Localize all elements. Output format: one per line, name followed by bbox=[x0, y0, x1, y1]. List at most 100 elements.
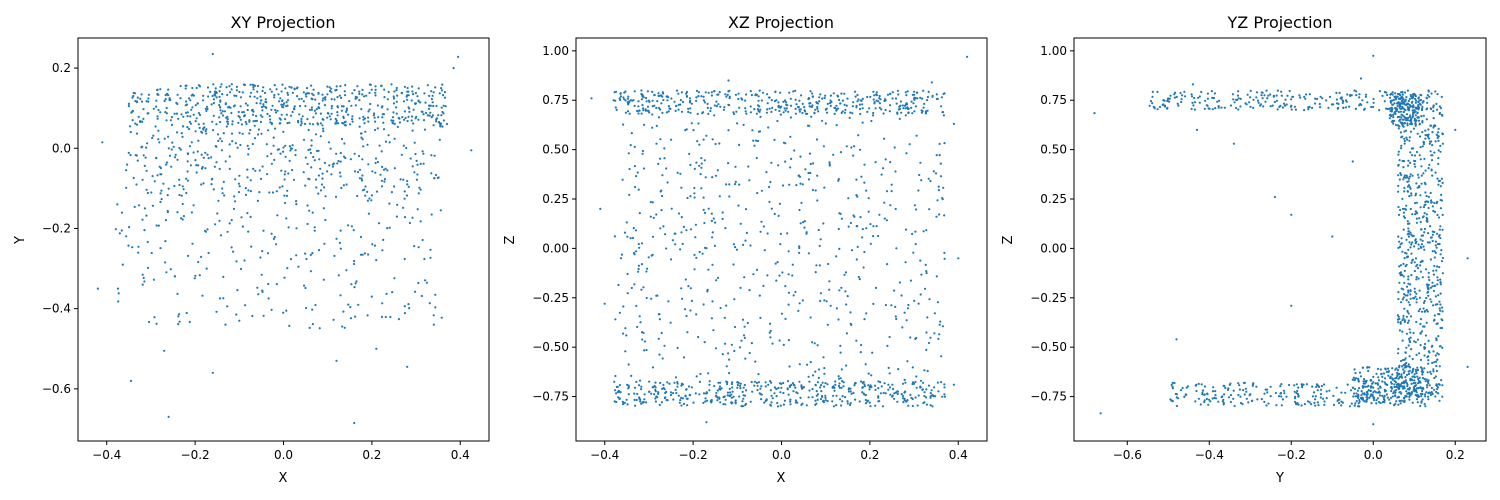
scatter-point bbox=[222, 275, 225, 278]
scatter-point bbox=[169, 268, 172, 271]
scatter-point bbox=[814, 399, 817, 402]
scatter-point bbox=[724, 398, 727, 401]
scatter-point bbox=[726, 391, 730, 394]
scatter-point bbox=[884, 108, 887, 112]
scatter-point bbox=[942, 114, 946, 117]
scatter-point bbox=[641, 149, 645, 153]
scatter-point bbox=[814, 370, 817, 373]
scatter-point bbox=[307, 128, 310, 132]
scatter-point bbox=[347, 303, 350, 306]
scatter-point bbox=[302, 171, 305, 174]
scatter-point bbox=[237, 191, 241, 194]
scatter-point bbox=[273, 84, 276, 87]
scatter-point bbox=[1423, 204, 1426, 207]
scatter-point bbox=[326, 116, 329, 119]
scatter-point bbox=[1364, 380, 1367, 383]
scatter-point bbox=[715, 391, 718, 395]
scatter-point bbox=[241, 225, 244, 228]
scatter-point bbox=[395, 112, 398, 115]
scatter-point bbox=[1361, 396, 1364, 399]
scatter-point bbox=[313, 109, 316, 112]
scatter-point bbox=[680, 91, 684, 94]
scatter-point bbox=[711, 176, 714, 179]
scatter-point bbox=[788, 183, 791, 186]
xy-x-label: X bbox=[279, 471, 288, 486]
scatter-point bbox=[1372, 54, 1375, 57]
scatter-point bbox=[361, 174, 364, 177]
scatter-point bbox=[1401, 207, 1405, 210]
scatter-point bbox=[403, 110, 406, 113]
scatter-point bbox=[1400, 385, 1403, 388]
scatter-point bbox=[1437, 392, 1440, 395]
scatter-point bbox=[831, 400, 834, 403]
scatter-point bbox=[798, 208, 801, 212]
scatter-point bbox=[1405, 136, 1408, 139]
scatter-point bbox=[178, 320, 181, 323]
scatter-point bbox=[260, 99, 263, 102]
scatter-point bbox=[356, 85, 359, 88]
scatter-point bbox=[1312, 391, 1316, 394]
scatter-point bbox=[1400, 173, 1403, 176]
scatter-point bbox=[1386, 93, 1389, 97]
scatter-point bbox=[883, 137, 886, 140]
scatter-point bbox=[347, 113, 350, 116]
scatter-point bbox=[1363, 378, 1366, 381]
scatter-point bbox=[1203, 107, 1206, 110]
scatter-point bbox=[322, 127, 325, 130]
scatter-point bbox=[1415, 182, 1418, 185]
scatter-point bbox=[256, 97, 259, 100]
scatter-point bbox=[677, 212, 681, 215]
scatter-point bbox=[704, 246, 707, 249]
scatter-point bbox=[906, 399, 909, 402]
scatter-point bbox=[828, 280, 831, 283]
scatter-point bbox=[789, 116, 793, 119]
scatter-point bbox=[714, 174, 718, 177]
scatter-point bbox=[863, 383, 866, 386]
scatter-point bbox=[936, 381, 940, 384]
scatter-point bbox=[1418, 352, 1421, 355]
scatter-point bbox=[910, 106, 913, 109]
scatter-point bbox=[244, 187, 247, 190]
scatter-point bbox=[819, 93, 822, 96]
scatter-point bbox=[680, 110, 684, 113]
scatter-point bbox=[182, 125, 185, 128]
scatter-point bbox=[1316, 389, 1319, 392]
scatter-point bbox=[678, 401, 681, 404]
scatter-point bbox=[238, 90, 241, 93]
scatter-point bbox=[266, 155, 269, 158]
scatter-point bbox=[353, 286, 356, 289]
scatter-point bbox=[1365, 396, 1368, 399]
xz-x-label: X bbox=[777, 471, 786, 486]
scatter-point bbox=[167, 88, 170, 91]
scatter-point bbox=[144, 156, 147, 159]
scatter-point bbox=[268, 191, 271, 194]
scatter-point bbox=[1436, 136, 1439, 140]
scatter-point bbox=[1233, 101, 1236, 104]
scatter-point bbox=[828, 161, 831, 164]
scatter-point bbox=[620, 253, 624, 256]
scatter-point bbox=[1439, 225, 1442, 228]
scatter-point bbox=[1401, 101, 1404, 105]
scatter-point bbox=[814, 271, 817, 274]
scatter-point bbox=[212, 114, 215, 117]
scatter-point bbox=[308, 326, 311, 329]
scatter-point bbox=[1410, 122, 1413, 125]
scatter-point bbox=[872, 235, 875, 238]
scatter-point bbox=[726, 381, 729, 384]
scatter-point bbox=[893, 392, 896, 395]
scatter-point bbox=[1361, 366, 1364, 369]
scatter-point bbox=[732, 395, 735, 398]
scatter-point bbox=[231, 120, 234, 123]
scatter-point bbox=[278, 117, 281, 120]
scatter-point bbox=[352, 229, 355, 232]
scatter-point bbox=[657, 162, 660, 165]
scatter-point bbox=[1151, 95, 1154, 98]
scatter-point bbox=[1360, 394, 1363, 397]
scatter-point bbox=[1288, 383, 1291, 387]
scatter-point bbox=[187, 254, 190, 257]
scatter-point bbox=[707, 112, 710, 115]
scatter-point bbox=[764, 381, 767, 384]
scatter-point bbox=[1338, 398, 1341, 401]
scatter-point bbox=[1399, 383, 1402, 386]
scatter-point bbox=[1353, 368, 1356, 371]
